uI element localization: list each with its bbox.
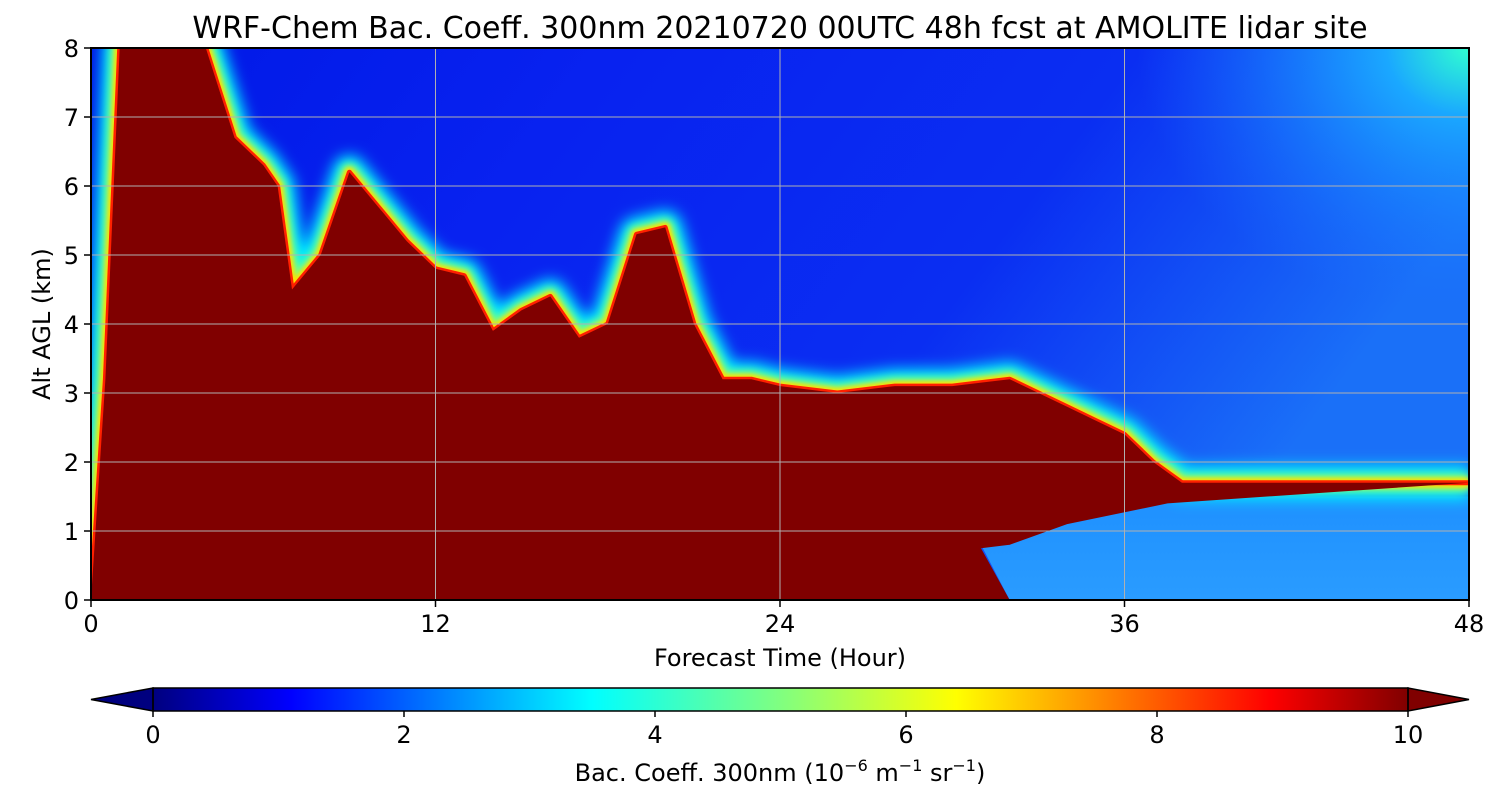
colorbar-tick-label: 2: [396, 721, 411, 749]
colorbar-gradient: [153, 688, 1408, 711]
y-tick-label: 8: [64, 35, 79, 63]
y-tick-label: 5: [64, 242, 79, 270]
y-tick-label: 4: [64, 311, 79, 339]
colorbar-tick-label: 8: [1149, 721, 1164, 749]
y-tick-label: 0: [64, 587, 79, 615]
y-axis: 0 1 2 3 4 5 6 7 8: [64, 35, 91, 615]
x-tick-label: 0: [83, 610, 98, 638]
colorbar-extend-low: [90, 687, 154, 712]
colorbar: 0 2 4 6 8 10 Bac. Coeff. 300nm (10−6 m−1 sr−1…: [90, 687, 1470, 787]
y-tick-label: 7: [64, 104, 79, 132]
y-tick-label: 3: [64, 380, 79, 408]
colorbar-label: Bac. Coeff. 300nm (10−6 m−1 sr−1): [575, 756, 986, 787]
x-tick-label: 12: [420, 610, 451, 638]
plot-area: [91, 48, 1469, 600]
y-tick-label: 2: [64, 449, 79, 477]
grid: [91, 48, 1469, 600]
colorbar-extend-high: [1407, 687, 1470, 712]
x-axis: 0 12 24 36 48: [83, 600, 1484, 638]
chart-title: WRF-Chem Bac. Coeff. 300nm 20210720 00UT…: [192, 11, 1367, 46]
lower-right-field: [981, 496, 1469, 600]
y-tick-label: 1: [64, 518, 79, 546]
x-tick-label: 48: [1454, 610, 1485, 638]
y-tick-label: 6: [64, 173, 79, 201]
x-tick-label: 24: [765, 610, 796, 638]
colorbar-tick-label: 6: [898, 721, 913, 749]
colorbar-tick-label: 0: [145, 721, 160, 749]
upper-right-glow: [1100, 48, 1469, 348]
x-axis-label: Forecast Time (Hour): [654, 644, 906, 672]
x-tick-label: 36: [1109, 610, 1140, 638]
colorbar-tick-label: 4: [647, 721, 662, 749]
y-axis-label: Alt AGL (km): [28, 248, 56, 400]
colorbar-tick-label: 10: [1393, 721, 1424, 749]
